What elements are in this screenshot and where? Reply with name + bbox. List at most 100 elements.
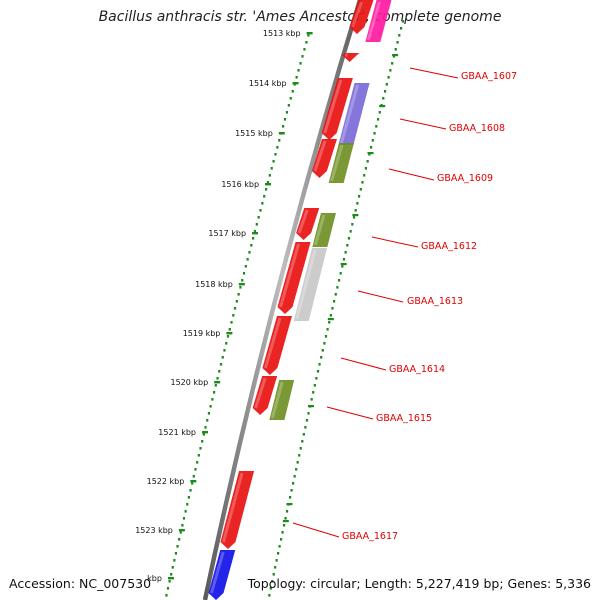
gene-arrow-highlight bbox=[323, 79, 343, 134]
inner-ring-dot bbox=[398, 34, 401, 37]
inner-ring-dot bbox=[334, 293, 337, 296]
inner-ring-dot bbox=[312, 391, 315, 394]
inner-ring-dot bbox=[347, 237, 351, 240]
inner-ring-dot bbox=[292, 482, 295, 485]
inner-ring-dot bbox=[382, 97, 385, 100]
inner-ring-dot bbox=[316, 370, 320, 373]
inner-ring-dot bbox=[328, 321, 331, 324]
outer-ring-dot bbox=[184, 510, 187, 513]
inner-ring-dot bbox=[295, 468, 298, 471]
outer-ring-dot bbox=[196, 461, 199, 464]
reverse-gene-arrow bbox=[220, 471, 255, 549]
outer-ring-dot bbox=[285, 111, 289, 114]
gene-leader-line bbox=[371, 236, 419, 248]
inner-ring-dot bbox=[326, 328, 329, 331]
inner-ring-dot bbox=[285, 510, 289, 513]
reverse-gene-arrow bbox=[321, 78, 353, 140]
kbp-tick-mark bbox=[265, 183, 272, 186]
outer-ring-dot bbox=[297, 69, 300, 72]
outer-ring-dot bbox=[201, 440, 204, 443]
gene-leader-line bbox=[409, 67, 459, 79]
outer-ring-dot bbox=[181, 524, 184, 527]
gene-arrow-highlight bbox=[210, 551, 225, 594]
kbp-tick-label: 1517 kbp bbox=[208, 229, 246, 238]
inner-ring-dot bbox=[293, 475, 296, 478]
outer-ring-dot bbox=[176, 545, 179, 548]
inner-ring-dot bbox=[333, 300, 336, 303]
inner-ring-dot bbox=[320, 356, 323, 359]
kbp-tick-label: kbp bbox=[147, 574, 162, 583]
outer-ring-dot bbox=[166, 587, 170, 590]
inner-ring-dot bbox=[342, 258, 346, 261]
kbp-tick-mark bbox=[226, 332, 233, 335]
outer-ring-dot bbox=[276, 146, 279, 149]
kbp-tick-mark bbox=[214, 381, 221, 384]
inner-ring-dot bbox=[290, 489, 293, 492]
outer-ring-dot bbox=[287, 104, 290, 107]
inner-ring-dot bbox=[378, 111, 381, 114]
outer-ring-dot bbox=[228, 328, 231, 331]
outer-ring-dot bbox=[216, 377, 219, 380]
outer-ring-dot bbox=[218, 370, 221, 373]
gene-label: GBAA_1607 bbox=[461, 71, 517, 82]
gene-arrow-highlight bbox=[263, 317, 282, 369]
gene-arrow-highlight bbox=[351, 1, 363, 28]
inner-ring-dot bbox=[279, 538, 283, 541]
inner-ring-tick bbox=[352, 214, 359, 217]
outer-ring-dot bbox=[244, 265, 247, 268]
inner-ring-dot bbox=[339, 272, 342, 275]
outer-ring-dot bbox=[289, 97, 292, 100]
inner-ring-dot bbox=[361, 181, 364, 184]
inner-ring-dot bbox=[387, 76, 390, 79]
outer-ring-dot bbox=[263, 195, 266, 198]
outer-ring-dot bbox=[191, 482, 194, 485]
outer-ring-dot bbox=[283, 118, 287, 121]
outer-ring-dot bbox=[214, 384, 217, 387]
forward-gene-arrow bbox=[293, 248, 328, 321]
kbp-tick-label: 1523 kbp bbox=[135, 526, 173, 535]
outer-ring-dot bbox=[209, 405, 212, 408]
inner-ring-dot bbox=[268, 594, 271, 597]
kbp-tick-mark bbox=[178, 529, 185, 532]
outer-ring-dot bbox=[192, 475, 195, 478]
outer-ring-dot bbox=[170, 573, 173, 576]
outer-ring-dot bbox=[239, 286, 242, 289]
outer-ring-dot bbox=[264, 188, 268, 191]
outer-ring-dot bbox=[299, 62, 302, 65]
outer-ring-dot bbox=[182, 517, 186, 520]
outer-ring-dot bbox=[257, 216, 260, 219]
inner-ring-dot bbox=[277, 552, 280, 555]
reverse-gene-arrow bbox=[262, 316, 293, 375]
inner-ring-dot bbox=[400, 27, 403, 30]
inner-ring-dot bbox=[282, 524, 286, 527]
inner-ring-dot bbox=[272, 573, 275, 576]
outer-ring-dot bbox=[246, 258, 249, 261]
kbp-tick-label: 1518 kbp bbox=[195, 280, 233, 289]
inner-ring-dot bbox=[296, 461, 299, 464]
kbp-tick-mark bbox=[202, 431, 209, 434]
inner-ring-dot bbox=[368, 153, 371, 156]
inner-ring-dot bbox=[373, 132, 376, 135]
kbp-tick-mark bbox=[292, 82, 299, 85]
kbp-tick-mark bbox=[238, 283, 245, 286]
inner-ring-dot bbox=[274, 566, 277, 569]
inner-ring-dot bbox=[354, 209, 357, 212]
outer-tick-ring bbox=[165, 34, 310, 597]
label-leader-lines bbox=[292, 67, 459, 538]
gene-arrow-highlight bbox=[297, 209, 309, 234]
outer-ring-dot bbox=[235, 300, 238, 303]
kbp-tick-label: 1514 kbp bbox=[249, 79, 287, 88]
outer-ring-dot bbox=[194, 468, 197, 471]
inner-ring-dot bbox=[288, 496, 292, 499]
gene-arrow-highlight bbox=[313, 140, 327, 172]
outer-ring-dot bbox=[178, 538, 181, 541]
inner-ring-dot bbox=[304, 426, 307, 429]
outer-ring-dot bbox=[237, 293, 240, 296]
map-title: Bacillus anthracis str. 'Ames Ancestor',… bbox=[98, 9, 502, 25]
inner-ring-dot bbox=[344, 251, 347, 254]
kbp-tick-label: 1516 kbp bbox=[221, 180, 259, 189]
inner-ring-dot bbox=[307, 412, 310, 415]
inner-ring-dot bbox=[389, 69, 392, 72]
inner-ring-dot bbox=[321, 349, 324, 352]
outer-ring-dot bbox=[291, 90, 294, 93]
